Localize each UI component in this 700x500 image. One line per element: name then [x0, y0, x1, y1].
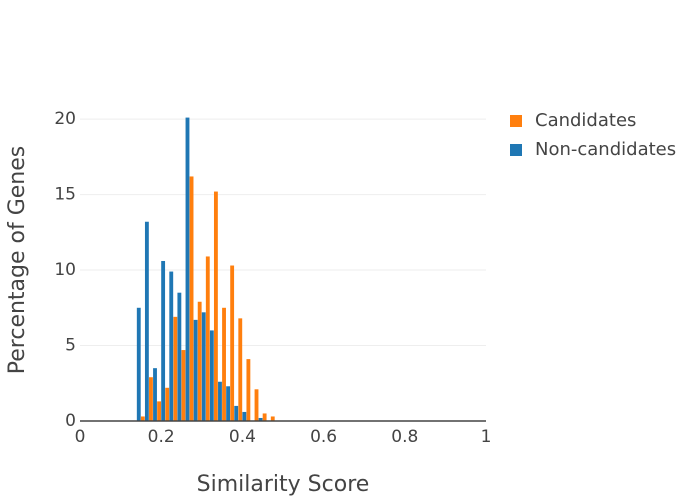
- bar: [173, 316, 178, 421]
- legend-label: Non-candidates: [535, 139, 676, 160]
- bar: [270, 416, 275, 421]
- bar: [185, 117, 190, 421]
- bar: [234, 405, 239, 421]
- bar: [149, 377, 153, 421]
- bar: [209, 330, 214, 421]
- bar: [246, 359, 251, 421]
- y-tick-label: 20: [54, 109, 76, 129]
- legend-label: Candidates: [535, 110, 636, 131]
- y-axis-label: Percentage of Genes: [5, 146, 30, 374]
- bar: [262, 413, 267, 421]
- bar: [222, 307, 226, 421]
- bar: [157, 401, 161, 421]
- bar: [201, 312, 206, 421]
- bar: [254, 389, 259, 421]
- bar: [258, 417, 263, 421]
- x-tick-label: 1: [481, 427, 492, 447]
- bar: [189, 176, 194, 421]
- x-tick-label: 0: [75, 427, 86, 447]
- bar: [169, 271, 174, 421]
- bar: [197, 301, 202, 421]
- bar: [177, 292, 182, 421]
- x-tick-label: 0.2: [148, 427, 175, 447]
- bar: [193, 319, 198, 421]
- y-tick-label: 10: [54, 260, 76, 280]
- bar: [238, 318, 243, 421]
- legend-swatch: [510, 144, 522, 156]
- bar: [242, 411, 247, 421]
- bar: [165, 387, 170, 421]
- y-tick-label: 5: [65, 336, 76, 356]
- x-tick-label: 0.4: [229, 427, 256, 447]
- bar: [230, 265, 235, 421]
- y-tick-label: 15: [54, 185, 76, 205]
- y-tick-label: 0: [65, 411, 76, 431]
- bar: [136, 307, 141, 421]
- bar: [140, 416, 145, 421]
- legend-swatch: [510, 115, 522, 127]
- bar: [153, 368, 157, 421]
- bar: [218, 381, 222, 421]
- bar: [161, 260, 166, 421]
- bar: [213, 191, 218, 421]
- bar: [144, 221, 149, 421]
- x-axis-label: Similarity Score: [197, 472, 370, 497]
- bar: [181, 350, 186, 421]
- bar: [205, 256, 210, 421]
- x-tick-label: 0.6: [310, 427, 337, 447]
- bar: [226, 386, 231, 421]
- x-tick-label: 0.8: [391, 427, 418, 447]
